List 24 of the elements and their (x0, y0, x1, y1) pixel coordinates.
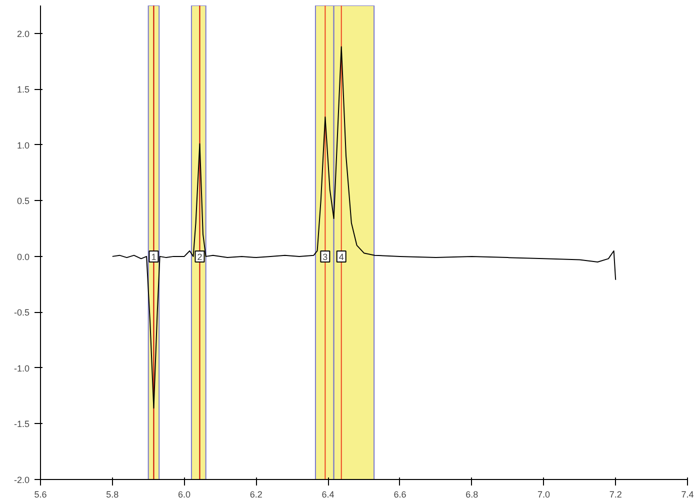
annotation: 2 (197, 252, 202, 262)
annotation: 3 (322, 252, 328, 262)
annotation: 1 (151, 252, 156, 262)
y-tick-label: -1.5 (14, 419, 30, 430)
x-tick-label: 5.6 (34, 490, 47, 500)
annotation: 4 (338, 252, 344, 262)
x-tick-label: 6.0 (178, 490, 191, 500)
x-tick-label: 7.2 (609, 490, 622, 500)
y-tick-label: 1.5 (16, 84, 30, 95)
y-tick-label: -2.0 (14, 475, 30, 485)
x-tick-label: 6.8 (466, 490, 478, 500)
x-tick-label: 6.6 (394, 490, 406, 500)
y-tick-label: -1.0 (14, 363, 30, 374)
y-tick-label: -0.5 (14, 308, 30, 318)
x-tick-label: 6.4 (322, 490, 334, 500)
x-tick-label: 7.4 (681, 490, 694, 500)
y-tick-label: 0.0 (16, 252, 30, 262)
x-tick-label: 6.2 (250, 490, 262, 500)
x-tick-label: 7.0 (537, 490, 550, 500)
line-series (112, 46, 616, 409)
x-tick-label: 5.8 (106, 490, 119, 500)
y-tick-label: 0.5 (16, 196, 30, 206)
y-tick-label: 2.0 (16, 28, 30, 39)
y-tick-label: 1.0 (16, 140, 30, 150)
